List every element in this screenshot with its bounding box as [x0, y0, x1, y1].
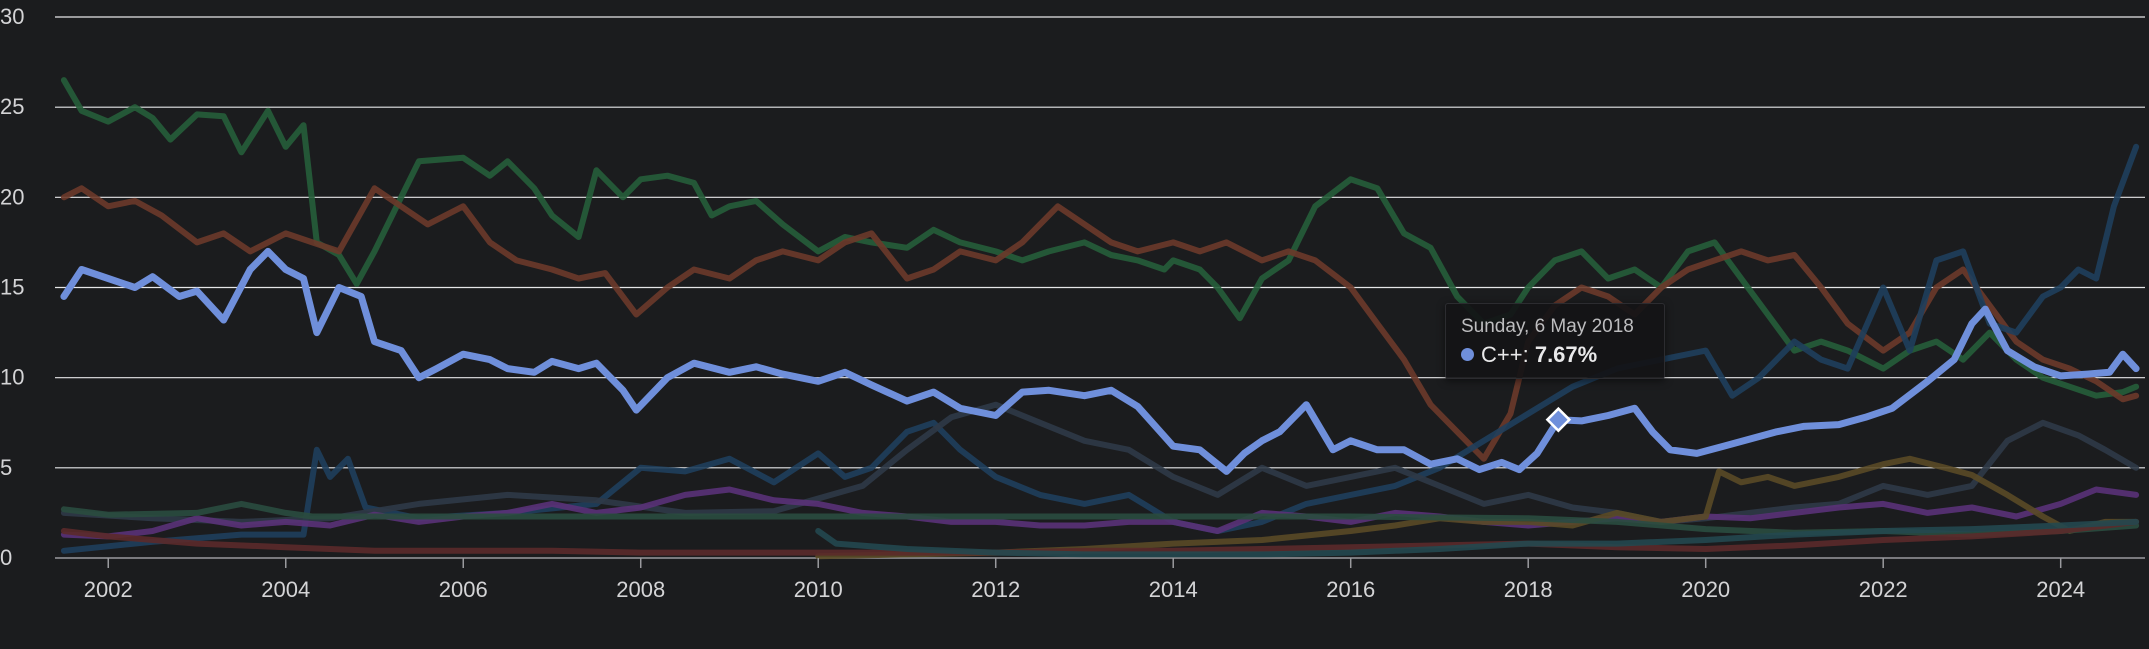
x-tick-label: 2012 [971, 577, 1020, 602]
tooltip: Sunday, 6 May 2018 C++: 7.67% [1445, 303, 1665, 379]
x-tick-label: 2002 [84, 577, 133, 602]
series-line-8[interactable] [60, 518, 2140, 556]
x-tick-label: 2014 [1149, 577, 1198, 602]
x-tick-label: 2022 [1859, 577, 1908, 602]
series-line-6[interactable] [815, 455, 2140, 560]
y-tick-label: 25 [0, 94, 24, 119]
y-tick-label: 5 [0, 455, 12, 480]
tooltip-series-dot [1461, 348, 1474, 361]
y-tick-label: 15 [0, 275, 24, 300]
x-tick-label: 2006 [439, 577, 488, 602]
series-line-9[interactable] [815, 518, 2140, 558]
axis-layer: 0 5 10 15 20 25 30 2002 2004 2006 2008 2010 2012 2014… [0, 4, 2085, 602]
tooltip-line: C++: 7.67% [1461, 342, 1597, 368]
x-tick-label: 2004 [261, 577, 310, 602]
x-tick-label: 2024 [2036, 577, 2085, 602]
x-tick-label: 2018 [1504, 577, 1553, 602]
series-line-5[interactable] [60, 486, 2140, 540]
series-line-cpp[interactable] [60, 247, 2140, 475]
series-line-1[interactable] [60, 77, 2140, 399]
y-tick-label: 0 [0, 545, 12, 570]
series-layer [60, 77, 2140, 560]
x-tick-label: 2016 [1326, 577, 1375, 602]
y-tick-label: 20 [0, 184, 24, 209]
tooltip-series-name: C++ [1481, 342, 1523, 367]
x-tick-label: 2008 [616, 577, 665, 602]
tooltip-value: 7.67% [1534, 342, 1598, 367]
y-tick-label: 10 [0, 365, 24, 390]
x-tick-label: 2020 [1681, 577, 1730, 602]
marker-layer [1545, 406, 1572, 433]
series-line-2[interactable] [60, 185, 2140, 462]
hover-marker[interactable] [1545, 406, 1572, 433]
y-tick-label: 30 [0, 4, 24, 29]
x-tick-label: 2010 [794, 577, 843, 602]
series-line-3[interactable] [60, 143, 2140, 554]
tooltip-date: Sunday, 6 May 2018 [1461, 316, 1634, 337]
